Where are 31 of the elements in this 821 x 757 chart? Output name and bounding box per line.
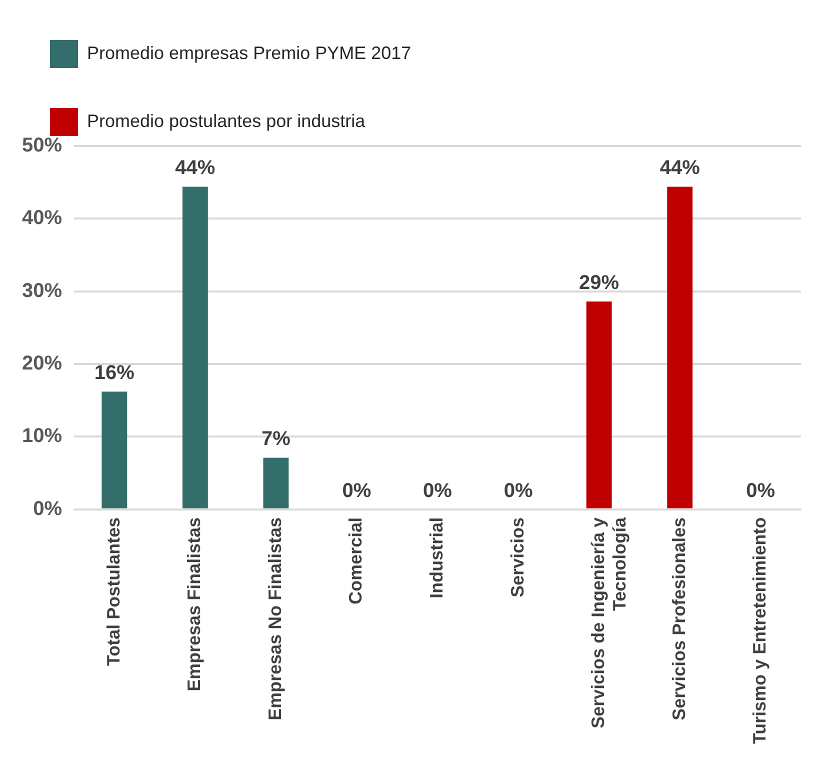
legend-label: Promedio postulantes por industria bbox=[87, 110, 366, 131]
bar bbox=[667, 186, 693, 508]
data-label: 44% bbox=[175, 157, 216, 180]
y-tick-label: 50% bbox=[22, 134, 62, 157]
x-tick-label: Servicios Profesionales bbox=[668, 517, 689, 720]
y-tick-label: 10% bbox=[22, 425, 62, 448]
y-tick-label: 30% bbox=[22, 280, 62, 302]
bar bbox=[586, 301, 612, 508]
data-label: 0% bbox=[504, 480, 533, 502]
legend-label: Promedio empresas Premio PYME 2017 bbox=[87, 42, 412, 63]
y-tick-label: 0% bbox=[33, 498, 62, 520]
y-tick-label: 20% bbox=[22, 352, 62, 374]
data-label: 7% bbox=[262, 428, 291, 450]
data-label: 0% bbox=[746, 480, 776, 502]
x-tick-label: Servicios de Ingeniería y Tecnología bbox=[588, 516, 630, 728]
x-tick-label: Total Postulantes bbox=[103, 517, 124, 666]
data-label: 0% bbox=[423, 480, 452, 502]
bar bbox=[182, 186, 208, 508]
data-label: 44% bbox=[660, 157, 700, 180]
data-label: 29% bbox=[579, 272, 620, 294]
bar bbox=[102, 392, 128, 508]
y-tick-label: 40% bbox=[22, 207, 62, 230]
x-tick-label: Empresas Finalistas bbox=[184, 517, 204, 692]
x-tick-label: Comercial bbox=[346, 517, 366, 604]
bar bbox=[263, 458, 289, 508]
data-label: 0% bbox=[342, 480, 372, 502]
x-tick-label: Turismo y Entretenimiento bbox=[750, 517, 770, 744]
x-tick-label: Servicios bbox=[507, 517, 528, 598]
x-tick-label: Industrial bbox=[426, 517, 446, 598]
x-tick-label: Empresas No Finalistas bbox=[264, 517, 285, 720]
data-label: 16% bbox=[94, 362, 135, 384]
